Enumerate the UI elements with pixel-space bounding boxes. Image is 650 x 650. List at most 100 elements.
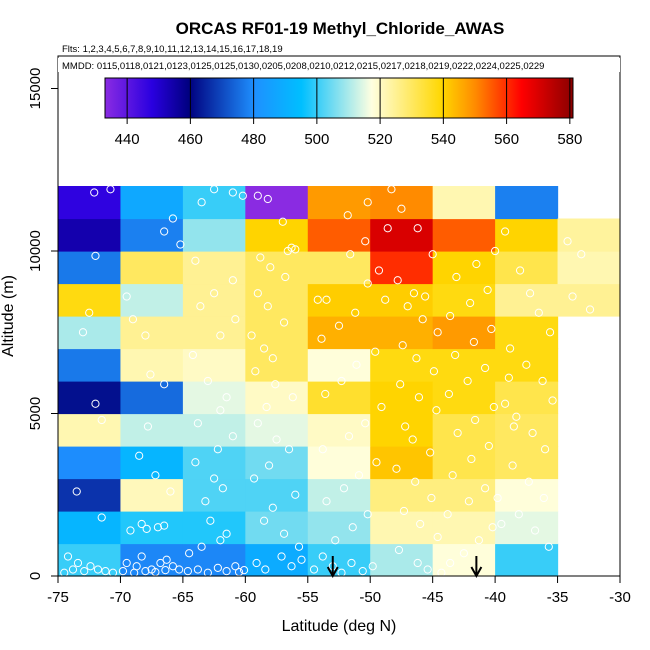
- sample-point: [413, 558, 422, 568]
- heatmap-cell: [370, 186, 434, 220]
- sample-point: [206, 516, 215, 525]
- sample-point: [266, 263, 275, 272]
- x-tick-label: -70: [110, 589, 132, 606]
- heatmap-cell: [307, 413, 371, 447]
- sample-point: [414, 393, 424, 402]
- heatmap-cell: [58, 478, 122, 512]
- sample-point: [354, 471, 364, 480]
- heatmap-cell: [432, 478, 496, 512]
- sample-point: [444, 389, 454, 399]
- sample-point: [393, 276, 402, 285]
- heatmap-cell: [370, 218, 434, 252]
- heatmap-cell: [432, 316, 496, 350]
- sample-point: [493, 493, 502, 503]
- sample-point: [278, 217, 287, 226]
- y-tick-label: 5000: [27, 397, 44, 430]
- heatmap-cell: [120, 348, 184, 382]
- sample-point: [68, 565, 78, 574]
- sample-point: [216, 331, 225, 340]
- heatmap-cell: [432, 511, 496, 545]
- sample-point: [210, 185, 219, 194]
- sample-point: [453, 428, 462, 438]
- sample-point: [368, 562, 377, 571]
- x-axis: -75 -70 -65 -60 -55 -50 -45 -40 -35 -30: [47, 575, 631, 606]
- sample-point: [540, 445, 550, 454]
- sample-point: [78, 328, 88, 337]
- sample-point: [91, 399, 100, 408]
- heatmap-cell: [245, 186, 309, 220]
- x-tick-label: -55: [297, 589, 319, 606]
- sample-point: [512, 412, 521, 421]
- heatmap-cell: [432, 218, 496, 252]
- sample-point: [284, 445, 294, 454]
- heatmap-cell: [307, 348, 371, 382]
- heatmap-cell: [432, 251, 496, 285]
- heatmap-cell: [307, 478, 371, 512]
- sample-point: [339, 484, 349, 493]
- heatmap-cell: [120, 381, 184, 415]
- heatmap-cell: [182, 218, 246, 252]
- sample-point: [563, 237, 572, 246]
- heatmap-cell: [120, 218, 184, 252]
- heatmap-cell: [370, 478, 434, 512]
- sample-point: [137, 519, 146, 529]
- sample-point: [525, 289, 535, 298]
- heatmap-cell: [58, 348, 122, 382]
- sample-point: [291, 245, 300, 254]
- sample-point: [287, 562, 296, 571]
- sample-point: [428, 250, 437, 259]
- sample-point: [403, 302, 412, 311]
- sample-point: [318, 445, 327, 454]
- sample-point: [122, 292, 131, 301]
- colorbar-tick-label: 500: [304, 131, 329, 148]
- sample-point: [577, 250, 586, 259]
- sample-point: [413, 224, 422, 233]
- sample-point: [481, 363, 490, 373]
- sample-point: [253, 191, 262, 200]
- sample-point: [183, 567, 192, 576]
- heatmap-cell: [557, 283, 620, 317]
- sample-point: [322, 295, 331, 304]
- sample-point: [418, 315, 427, 324]
- heatmap-cell: [182, 186, 246, 220]
- sample-point: [515, 266, 525, 275]
- colorbar: [104, 77, 574, 119]
- sample-points: [60, 185, 595, 577]
- colorbar-tick-label: 520: [368, 131, 393, 148]
- sample-point: [416, 519, 425, 529]
- heatmap-cell: [182, 413, 246, 447]
- sample-point: [239, 566, 249, 575]
- sample-point: [433, 532, 442, 542]
- sample-point: [91, 251, 100, 260]
- chart-title: ORCAS RF01-19 Methyl_Chloride_AWAS: [176, 19, 505, 38]
- sample-point: [72, 487, 81, 496]
- sample-point: [137, 552, 146, 561]
- sample-point: [466, 298, 475, 308]
- heatmap-cell: [495, 413, 559, 447]
- sample-point: [216, 406, 225, 415]
- sample-point: [93, 565, 103, 574]
- sample-point: [63, 552, 73, 561]
- flights-label: Flts: 1,2,3,4,5,6,7,8,9,10,11,12,13,14,1…: [62, 44, 283, 55]
- sample-point: [488, 523, 497, 532]
- y-axis: 0 5000 10000 15000: [27, 68, 58, 580]
- x-tick-label: -60: [234, 589, 256, 606]
- x-tick-label: -50: [359, 589, 381, 606]
- heatmap-cell: [120, 186, 184, 220]
- sample-point: [197, 542, 206, 551]
- heatmap-cell: [58, 283, 122, 317]
- heatmap-cell: [495, 543, 559, 577]
- sample-point: [539, 493, 548, 503]
- heatmap-cell: [495, 511, 559, 545]
- sample-point: [253, 289, 262, 298]
- sample-point: [222, 567, 231, 576]
- heatmap-cell: [182, 316, 246, 350]
- heatmap-cell: [182, 446, 246, 480]
- y-tick-label: 15000: [27, 68, 44, 110]
- sample-point: [392, 464, 401, 473]
- heatmap-cell: [370, 446, 434, 480]
- sample-point: [193, 565, 202, 574]
- sample-point: [141, 567, 150, 576]
- sample-point: [185, 549, 194, 558]
- sample-point: [334, 321, 344, 330]
